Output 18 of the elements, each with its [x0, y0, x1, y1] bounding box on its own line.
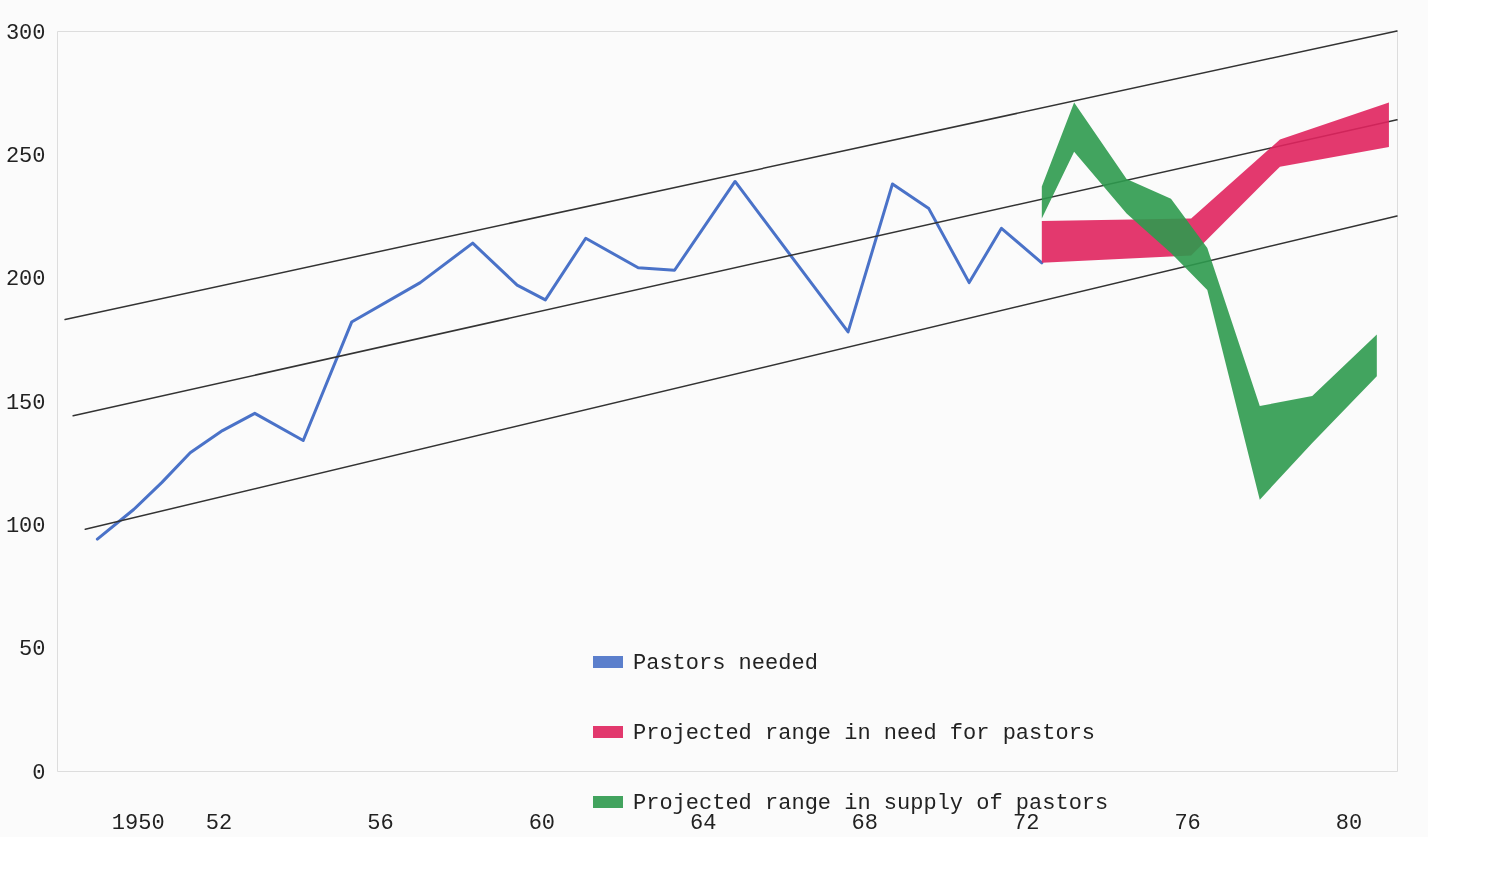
x-tick-label: 1950 — [111, 810, 165, 836]
x-tick-label: 80 — [1335, 810, 1363, 836]
y-tick-label: 200 — [5, 267, 46, 293]
legend-label: Projected range in need for pastors — [633, 721, 1096, 746]
y-tick-label: 250 — [5, 143, 46, 169]
y-tick-label: 300 — [5, 20, 46, 46]
y-tick-label: 100 — [5, 513, 46, 539]
y-tick-label: 50 — [19, 637, 46, 663]
x-tick-label: 76 — [1174, 810, 1201, 836]
y-tick-label: 0 — [32, 760, 46, 786]
x-tick-label: 68 — [851, 810, 878, 836]
legend-label: Pastors needed — [633, 651, 818, 676]
x-tick-label: 60 — [528, 810, 556, 836]
line-series — [95, 179, 1044, 541]
x-tick-label: 64 — [690, 810, 717, 836]
y-tick-label: 150 — [5, 390, 46, 416]
x-tick-label: 56 — [367, 810, 394, 836]
x-tick-label: 52 — [205, 810, 233, 836]
